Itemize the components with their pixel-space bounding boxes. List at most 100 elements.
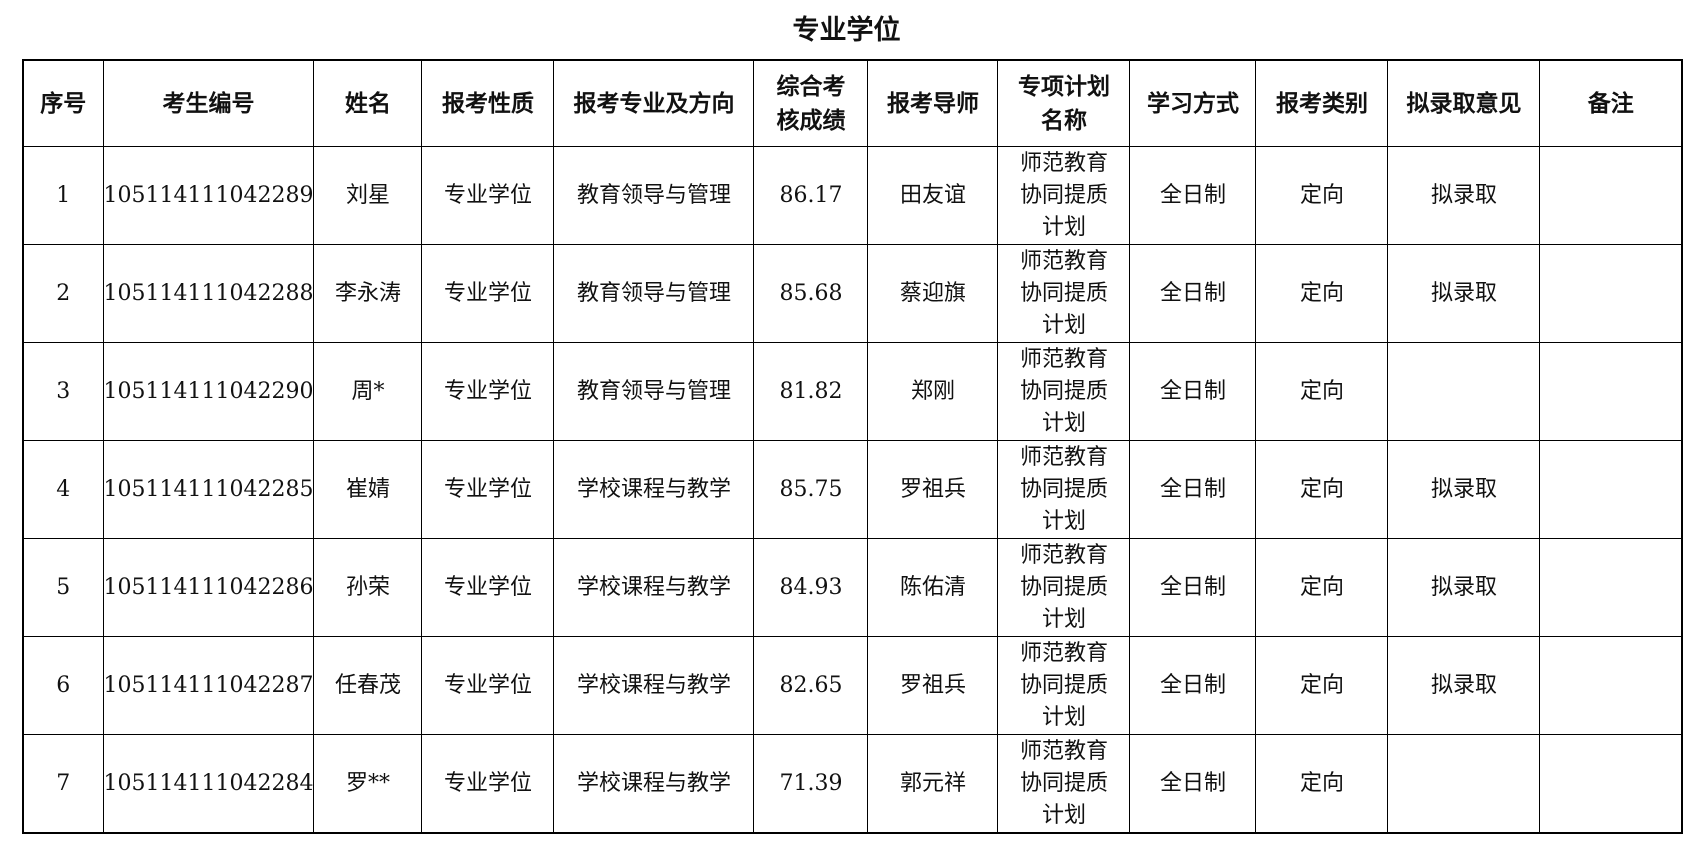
table-cell: 1 (22, 146, 104, 245)
column-header: 报考性质 (421, 59, 555, 147)
table-cell: 拟录取 (1387, 636, 1541, 735)
table-cell: 师范教育协同提质计划 (997, 636, 1131, 735)
table-cell: 田友谊 (867, 146, 999, 245)
table-cell: 专业学位 (421, 538, 555, 637)
table-cell: 拟录取 (1387, 244, 1541, 343)
table-row: 4 105114111042285 崔婧 专业学位 学校课程与教学 85.75 罗祖兵 师范教… (22, 440, 1683, 539)
table-cell: 定向 (1255, 734, 1389, 834)
table-cell (1539, 734, 1683, 834)
table-cell: 专业学位 (421, 636, 555, 735)
table-cell: 全日制 (1129, 538, 1257, 637)
table-cell: 学校课程与教学 (553, 734, 755, 834)
table-cell: 定向 (1255, 538, 1389, 637)
table-cell: 105114111042288 (102, 244, 315, 343)
table-cell: 罗祖兵 (867, 636, 999, 735)
table-cell: 4 (22, 440, 104, 539)
table-cell: 专业学位 (421, 244, 555, 343)
table-cell (1539, 244, 1683, 343)
table-cell: 周* (313, 342, 423, 441)
table-cell: 师范教育协同提质计划 (997, 734, 1131, 834)
table-row: 3 105114111042290 周* 专业学位 教育领导与管理 81.82 郑刚 师范教育… (22, 342, 1683, 441)
table-cell: 105114111042284 (102, 734, 315, 834)
table-cell: 105114111042287 (102, 636, 315, 735)
table-cell: 刘星 (313, 146, 423, 245)
table-cell: 105114111042285 (102, 440, 315, 539)
table-cell: 全日制 (1129, 146, 1257, 245)
table-cell (1539, 538, 1683, 637)
table-cell: 5 (22, 538, 104, 637)
table-cell: 拟录取 (1387, 440, 1541, 539)
table-cell: 86.17 (753, 146, 869, 245)
table-cell: 教育领导与管理 (553, 342, 755, 441)
table-cell: 全日制 (1129, 734, 1257, 834)
table-row: 7 105114111042284 罗** 专业学位 学校课程与教学 71.39 郭元祥 师范… (22, 734, 1683, 834)
table-cell: 82.65 (753, 636, 869, 735)
table-cell: 学校课程与教学 (553, 440, 755, 539)
table-cell: 定向 (1255, 342, 1389, 441)
table-cell: 6 (22, 636, 104, 735)
table-cell: 郭元祥 (867, 734, 999, 834)
table-row: 1 105114111042289 刘星 专业学位 教育领导与管理 86.17 田友谊 师范教… (22, 146, 1683, 245)
table-cell: 105114111042289 (102, 146, 315, 245)
table-row: 2 105114111042288 李永涛 专业学位 教育领导与管理 85.68 蔡迎旗 师范… (22, 244, 1683, 343)
table-cell: 郑刚 (867, 342, 999, 441)
table-cell: 2 (22, 244, 104, 343)
table-cell: 105114111042286 (102, 538, 315, 637)
table-cell: 李永涛 (313, 244, 423, 343)
table-cell: 崔婧 (313, 440, 423, 539)
table-cell: 蔡迎旗 (867, 244, 999, 343)
table-cell: 学校课程与教学 (553, 538, 755, 637)
column-header: 学习方式 (1129, 59, 1257, 147)
table-cell: 7 (22, 734, 104, 834)
table-cell: 师范教育协同提质计划 (997, 244, 1131, 343)
table-cell (1387, 342, 1541, 441)
table-cell: 定向 (1255, 146, 1389, 245)
table-cell: 罗** (313, 734, 423, 834)
table-cell: 105114111042290 (102, 342, 315, 441)
table-cell: 81.82 (753, 342, 869, 441)
table-cell: 任春茂 (313, 636, 423, 735)
table-cell: 师范教育协同提质计划 (997, 342, 1131, 441)
table-cell: 3 (22, 342, 104, 441)
column-header: 报考类别 (1255, 59, 1389, 147)
table-cell: 孙荣 (313, 538, 423, 637)
table-cell: 罗祖兵 (867, 440, 999, 539)
header-row: 序号 考生编号 姓名 报考性质 报考专业及方向 综合考核成绩 报考导师 专项计划名称 学习方式报… (22, 59, 1683, 147)
table-cell: 拟录取 (1387, 538, 1541, 637)
column-header: 报考专业及方向 (553, 59, 755, 147)
table-row: 5 105114111042286 孙荣 专业学位 学校课程与教学 84.93 陈佑清 师范教… (22, 538, 1683, 637)
table-row: 6 105114111042287 任春茂 专业学位 学校课程与教学 82.65 罗祖兵 师范… (22, 636, 1683, 735)
table-cell: 全日制 (1129, 440, 1257, 539)
table-cell: 专业学位 (421, 146, 555, 245)
table-cell: 专业学位 (421, 440, 555, 539)
table-cell: 专业学位 (421, 342, 555, 441)
table-cell: 学校课程与教学 (553, 636, 755, 735)
table-cell: 教育领导与管理 (553, 244, 755, 343)
table-cell: 定向 (1255, 244, 1389, 343)
table-cell: 全日制 (1129, 342, 1257, 441)
table-cell: 拟录取 (1387, 146, 1541, 245)
table-cell: 85.68 (753, 244, 869, 343)
column-header: 姓名 (313, 59, 423, 147)
column-header: 综合考核成绩 (753, 59, 869, 147)
table-cell (1539, 440, 1683, 539)
table-cell: 71.39 (753, 734, 869, 834)
table-cell (1539, 146, 1683, 245)
column-header: 专项计划名称 (997, 59, 1131, 147)
admission-table: 序号 考生编号 姓名 报考性质 报考专业及方向 综合考核成绩 报考导师 专项计划名称 学习方式报… (22, 59, 1683, 834)
table-cell: 全日制 (1129, 244, 1257, 343)
table-cell: 定向 (1255, 440, 1389, 539)
column-header: 序号 (22, 59, 104, 147)
column-header: 考生编号 (102, 59, 315, 147)
table-cell: 84.93 (753, 538, 869, 637)
table-cell: 教育领导与管理 (553, 146, 755, 245)
table-cell: 专业学位 (421, 734, 555, 834)
column-header: 拟录取意见 (1387, 59, 1541, 147)
table-cell: 全日制 (1129, 636, 1257, 735)
column-header: 报考导师 (867, 59, 999, 147)
table-cell: 师范教育协同提质计划 (997, 538, 1131, 637)
table-cell: 85.75 (753, 440, 869, 539)
table-cell: 定向 (1255, 636, 1389, 735)
table-cell: 师范教育协同提质计划 (997, 146, 1131, 245)
table-cell (1539, 342, 1683, 441)
